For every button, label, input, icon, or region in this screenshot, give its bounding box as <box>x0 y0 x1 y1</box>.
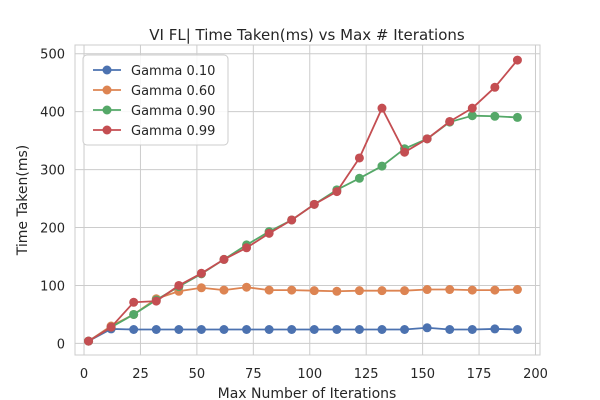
series-lines <box>84 55 522 346</box>
legend-swatch-marker <box>102 65 112 75</box>
data-point <box>512 55 522 65</box>
data-point <box>377 286 387 296</box>
x-tick-label: 100 <box>297 367 322 382</box>
legend-box <box>82 54 229 146</box>
data-point <box>287 215 297 225</box>
x-tick-label: 125 <box>354 367 379 382</box>
legend-label: Gamma 0.90 <box>131 104 215 119</box>
data-point <box>422 285 432 295</box>
legend-swatch-marker <box>102 105 112 115</box>
data-point <box>332 325 342 335</box>
data-point <box>242 325 252 335</box>
x-tick-label: 25 <box>132 367 149 382</box>
y-tick-label: 200 <box>40 222 65 237</box>
x-tick-label: 0 <box>80 367 88 382</box>
data-point <box>490 285 500 295</box>
data-point <box>264 228 274 238</box>
plot-frame <box>74 44 541 356</box>
data-point <box>84 336 94 346</box>
data-point <box>151 296 161 306</box>
data-point <box>129 309 139 319</box>
legend-label: Gamma 0.99 <box>131 124 215 139</box>
y-tick-label: 500 <box>40 48 65 63</box>
x-tick-label: 50 <box>189 367 206 382</box>
data-point <box>174 280 184 290</box>
data-point <box>196 268 206 278</box>
legend-item: Gamma 0.99 <box>93 124 215 139</box>
data-point <box>287 285 297 295</box>
data-point <box>467 103 477 113</box>
series-line <box>88 59 519 342</box>
data-point <box>400 147 410 157</box>
data-point <box>287 325 297 335</box>
data-point <box>332 286 342 296</box>
legend-label: Gamma 0.10 <box>131 64 215 79</box>
y-axis-label: Time Taken(ms) <box>15 145 31 256</box>
x-tick-label: 175 <box>467 367 492 382</box>
data-point <box>445 325 455 335</box>
data-point <box>219 325 229 335</box>
data-point <box>174 325 184 335</box>
data-point <box>377 103 387 113</box>
data-point <box>196 283 206 293</box>
legend-items: Gamma 0.10 Gamma 0.60 Gamma 0.90 Gamma 0.99 <box>93 64 215 139</box>
data-point <box>219 254 229 264</box>
x-tick-label: 75 <box>245 367 262 382</box>
data-point <box>309 325 319 335</box>
legend: Gamma 0.10 Gamma 0.60 Gamma 0.90 Gamma 0.99 <box>82 54 229 146</box>
x-axis-ticks: 0 25 50 75 100 125 150 175 200 <box>80 367 548 382</box>
data-point <box>264 285 274 295</box>
legend-item: Gamma 0.90 <box>93 104 215 119</box>
chart-title: VI FL| Time Taken(ms) vs Max # Iteration… <box>149 26 465 44</box>
data-point <box>445 285 455 295</box>
data-point <box>354 286 364 296</box>
data-point <box>422 323 432 333</box>
data-point <box>354 153 364 163</box>
data-point <box>129 325 139 335</box>
data-point <box>400 325 410 335</box>
data-point <box>354 173 364 183</box>
data-point <box>400 286 410 296</box>
data-point <box>242 282 252 292</box>
data-point <box>490 111 500 121</box>
data-point <box>512 285 522 295</box>
data-point <box>219 285 229 295</box>
data-point <box>445 116 455 126</box>
data-point <box>512 325 522 335</box>
x-tick-label: 150 <box>410 367 435 382</box>
data-point <box>467 111 477 121</box>
legend-swatch-marker <box>102 85 112 95</box>
y-tick-label: 100 <box>40 279 65 294</box>
y-tick-label: 400 <box>40 106 65 121</box>
data-point <box>490 82 500 92</box>
data-point <box>309 286 319 296</box>
data-point <box>377 325 387 335</box>
y-tick-label: 0 <box>57 337 65 352</box>
data-point <box>264 325 274 335</box>
data-point <box>332 187 342 197</box>
data-point <box>512 112 522 122</box>
data-point <box>422 134 432 144</box>
data-point <box>467 325 477 335</box>
series-gamma-0-99 <box>84 55 522 346</box>
data-point <box>377 161 387 171</box>
legend-label: Gamma 0.60 <box>131 84 215 99</box>
data-point <box>242 243 252 253</box>
legend-item: Gamma 0.60 <box>93 84 215 99</box>
data-point <box>467 285 477 295</box>
data-point <box>354 325 364 335</box>
x-tick-label: 200 <box>523 367 548 382</box>
data-point <box>196 325 206 335</box>
legend-item: Gamma 0.10 <box>93 64 215 79</box>
x-axis-label: Max Number of Iterations <box>218 386 397 400</box>
data-point <box>309 199 319 209</box>
data-point <box>151 325 161 335</box>
y-axis-ticks: 0 100 200 300 400 500 <box>40 48 65 353</box>
y-tick-label: 300 <box>40 164 65 179</box>
data-point <box>106 322 116 332</box>
data-point <box>129 297 139 307</box>
data-point <box>490 324 500 334</box>
legend-swatch-marker <box>102 125 112 135</box>
